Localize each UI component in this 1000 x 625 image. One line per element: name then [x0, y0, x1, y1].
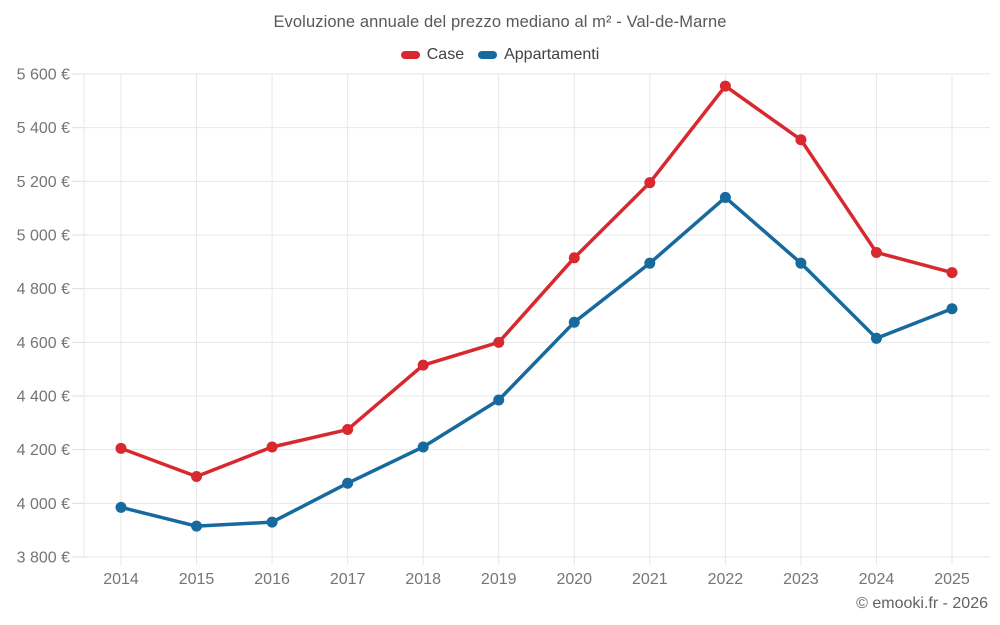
data-point-appartamenti: [870, 332, 882, 344]
data-point-appartamenti: [191, 520, 203, 532]
x-axis-label: 2024: [859, 571, 895, 588]
data-point-case: [191, 471, 203, 482]
legend-label-case: Case: [426, 46, 465, 63]
data-point-case: [115, 442, 127, 454]
x-axis-label: 2021: [632, 571, 668, 588]
x-axis-label: 2016: [254, 571, 290, 588]
x-axis-label: 2015: [179, 571, 215, 588]
data-point-appartamenti: [266, 516, 278, 528]
y-axis-label: 4 000 €: [17, 496, 70, 513]
data-point-appartamenti: [493, 394, 505, 406]
data-point-case: [946, 267, 958, 279]
x-axis-label: 2020: [556, 571, 592, 588]
x-axis-label: 2025: [934, 571, 970, 588]
data-point-appartamenti: [417, 441, 429, 453]
x-axis-label: 2023: [783, 571, 819, 588]
legend-label-appartamenti: Appartamenti: [504, 46, 600, 63]
data-point-case: [417, 359, 429, 371]
x-axis-label: 2022: [708, 571, 744, 588]
data-point-case: [568, 252, 580, 264]
x-axis-label: 2017: [330, 571, 366, 588]
data-point-appartamenti: [946, 303, 958, 315]
y-axis-label: 5 000 €: [17, 228, 70, 245]
data-point-appartamenti: [644, 257, 656, 269]
x-axis-label: 2018: [405, 571, 441, 588]
data-point-case: [719, 80, 731, 92]
legend-item-case: Case: [400, 46, 465, 64]
legend-swatch-appartamenti-icon: [478, 51, 498, 59]
y-axis-label: 3 800 €: [17, 550, 70, 567]
data-point-case: [266, 441, 278, 453]
y-axis-label: 5 600 €: [17, 67, 70, 84]
data-point-appartamenti: [342, 477, 354, 489]
x-axis-label: 2014: [103, 571, 139, 588]
data-point-case: [795, 134, 807, 146]
data-point-case: [644, 177, 656, 189]
y-axis-label: 5 200 €: [17, 174, 70, 191]
series-line-appartamenti: [119, 195, 954, 528]
y-axis-label: 5 400 €: [17, 120, 70, 137]
legend-item-appartamenti: Appartamenti: [478, 46, 599, 64]
y-axis-label: 4 400 €: [17, 389, 70, 406]
chart-legend: Case Appartamenti: [0, 46, 1000, 64]
data-point-case: [493, 336, 505, 348]
data-point-appartamenti: [795, 257, 807, 269]
data-point-appartamenti: [568, 316, 580, 328]
y-axis-label: 4 200 €: [17, 442, 70, 459]
series-line-case: [119, 84, 954, 479]
copyright-watermark: © emooki.fr - 2026: [856, 595, 988, 612]
y-axis-label: 4 800 €: [17, 281, 70, 298]
data-point-case: [342, 424, 354, 436]
chart-title: Evoluzione annuale del prezzo mediano al…: [273, 13, 727, 31]
data-point-appartamenti: [115, 501, 127, 513]
y-axis-label: 4 600 €: [17, 335, 70, 352]
legend-swatch-case-icon: [400, 51, 420, 59]
data-point-case: [870, 246, 882, 258]
data-point-appartamenti: [719, 191, 731, 203]
x-axis-label: 2019: [481, 571, 517, 588]
